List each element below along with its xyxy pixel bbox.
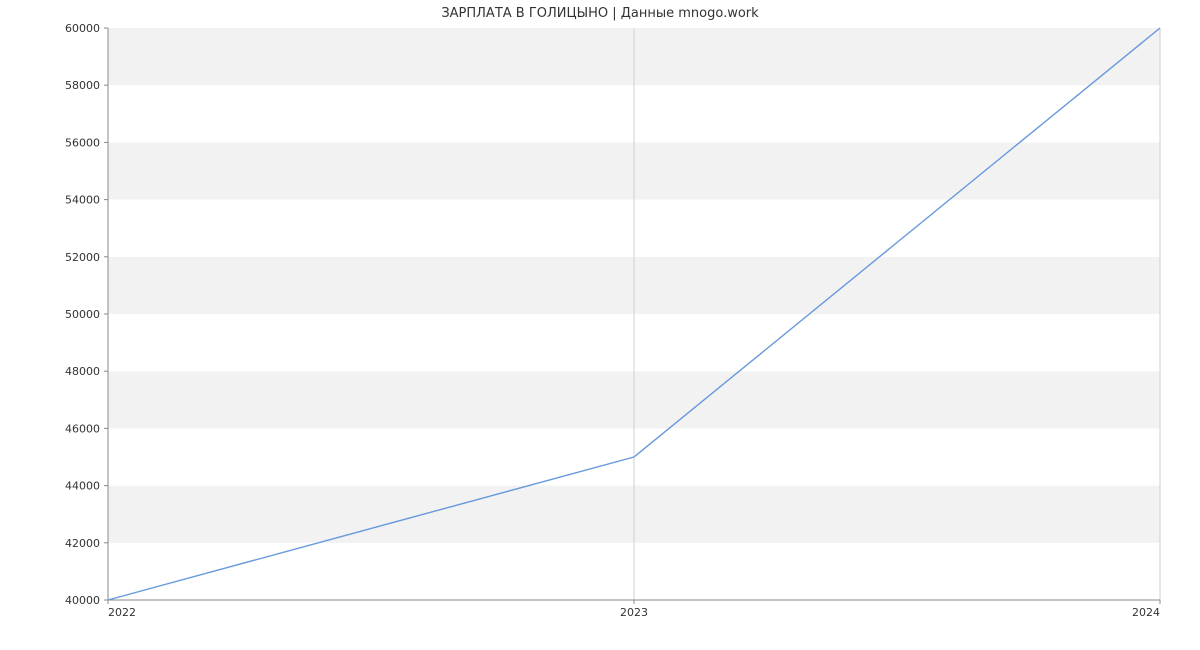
y-tick-label: 54000 xyxy=(65,194,100,207)
y-tick-label: 48000 xyxy=(65,365,100,378)
y-tick-label: 60000 xyxy=(65,22,100,35)
x-tick-label: 2024 xyxy=(1132,606,1160,619)
y-tick-label: 56000 xyxy=(65,136,100,149)
line-chart: 40000 42000 44000 46000 48000 50000 52000 54000… xyxy=(0,0,1200,650)
y-tick-label: 42000 xyxy=(65,537,100,550)
x-tick-label: 2023 xyxy=(620,606,648,619)
y-tick-label: 44000 xyxy=(65,480,100,493)
y-tick-label: 52000 xyxy=(65,251,100,264)
y-tick-label: 58000 xyxy=(65,79,100,92)
x-tick-label: 2022 xyxy=(108,606,136,619)
y-tick-label: 50000 xyxy=(65,308,100,321)
chart-container: ЗАРПЛАТА В ГОЛИЦЫНО | Данные mnogo.work … xyxy=(0,0,1200,650)
y-tick-label: 46000 xyxy=(65,422,100,435)
y-tick-label: 40000 xyxy=(65,594,100,607)
